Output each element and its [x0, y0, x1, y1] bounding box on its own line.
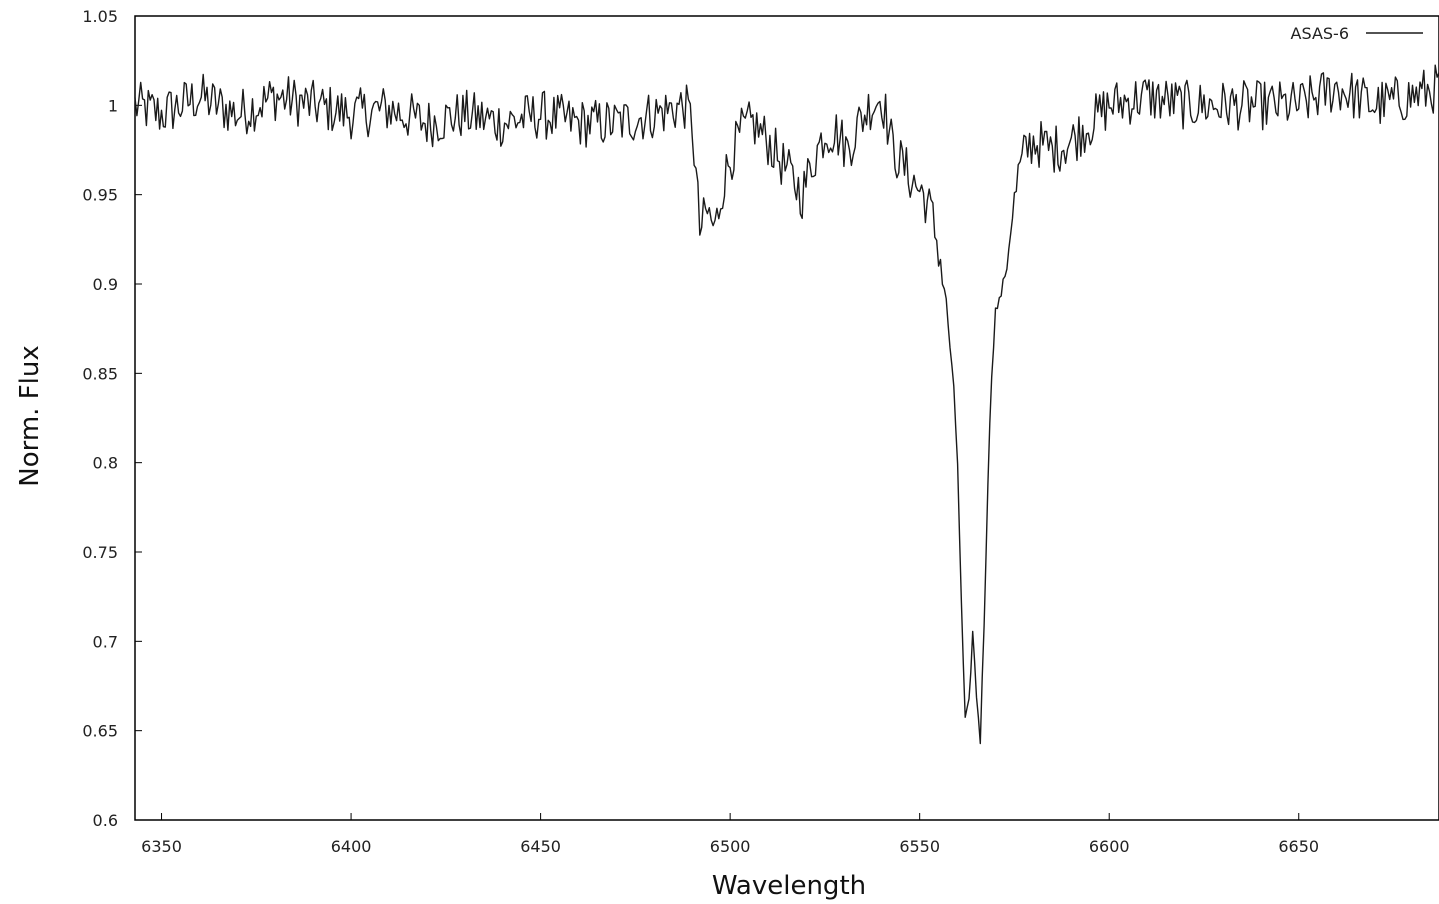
x-tick-label: 6600 — [1089, 837, 1130, 856]
y-tick-label: 0.75 — [82, 543, 118, 562]
y-tick-label: 0.9 — [93, 275, 118, 294]
y-axis-ticks: 0.6 0.65 0.7 0.75 0.8 0.85 0.9 0.95 1 1.05 — [82, 7, 142, 830]
x-tick-label: 6400 — [331, 837, 372, 856]
x-tick-label: 6450 — [520, 837, 561, 856]
series-line-asas-6 — [134, 64, 1439, 745]
y-tick-label: 1 — [108, 96, 118, 115]
legend-label: ASAS-6 — [1291, 24, 1349, 43]
y-tick-label: 0.7 — [93, 632, 118, 651]
y-tick-label: 0.8 — [93, 454, 118, 473]
y-tick-label: 0.95 — [82, 186, 118, 205]
x-tick-label: 6550 — [899, 837, 940, 856]
x-axis-ticks: 6350 6400 6450 6500 6550 6600 6650 — [141, 813, 1319, 856]
y-axis-label: Norm. Flux — [15, 345, 45, 487]
y-tick-label: 0.85 — [82, 364, 118, 383]
x-axis-label: Wavelength — [712, 871, 866, 901]
x-tick-label: 6650 — [1278, 837, 1319, 856]
y-tick-label: 0.6 — [93, 811, 118, 830]
legend: ASAS-6 — [1291, 24, 1423, 43]
x-tick-label: 6350 — [141, 837, 182, 856]
y-tick-label: 0.65 — [82, 722, 118, 741]
plot-frame — [134, 15, 1439, 821]
x-tick-label: 6500 — [710, 837, 751, 856]
y-tick-label: 1.05 — [82, 7, 118, 26]
